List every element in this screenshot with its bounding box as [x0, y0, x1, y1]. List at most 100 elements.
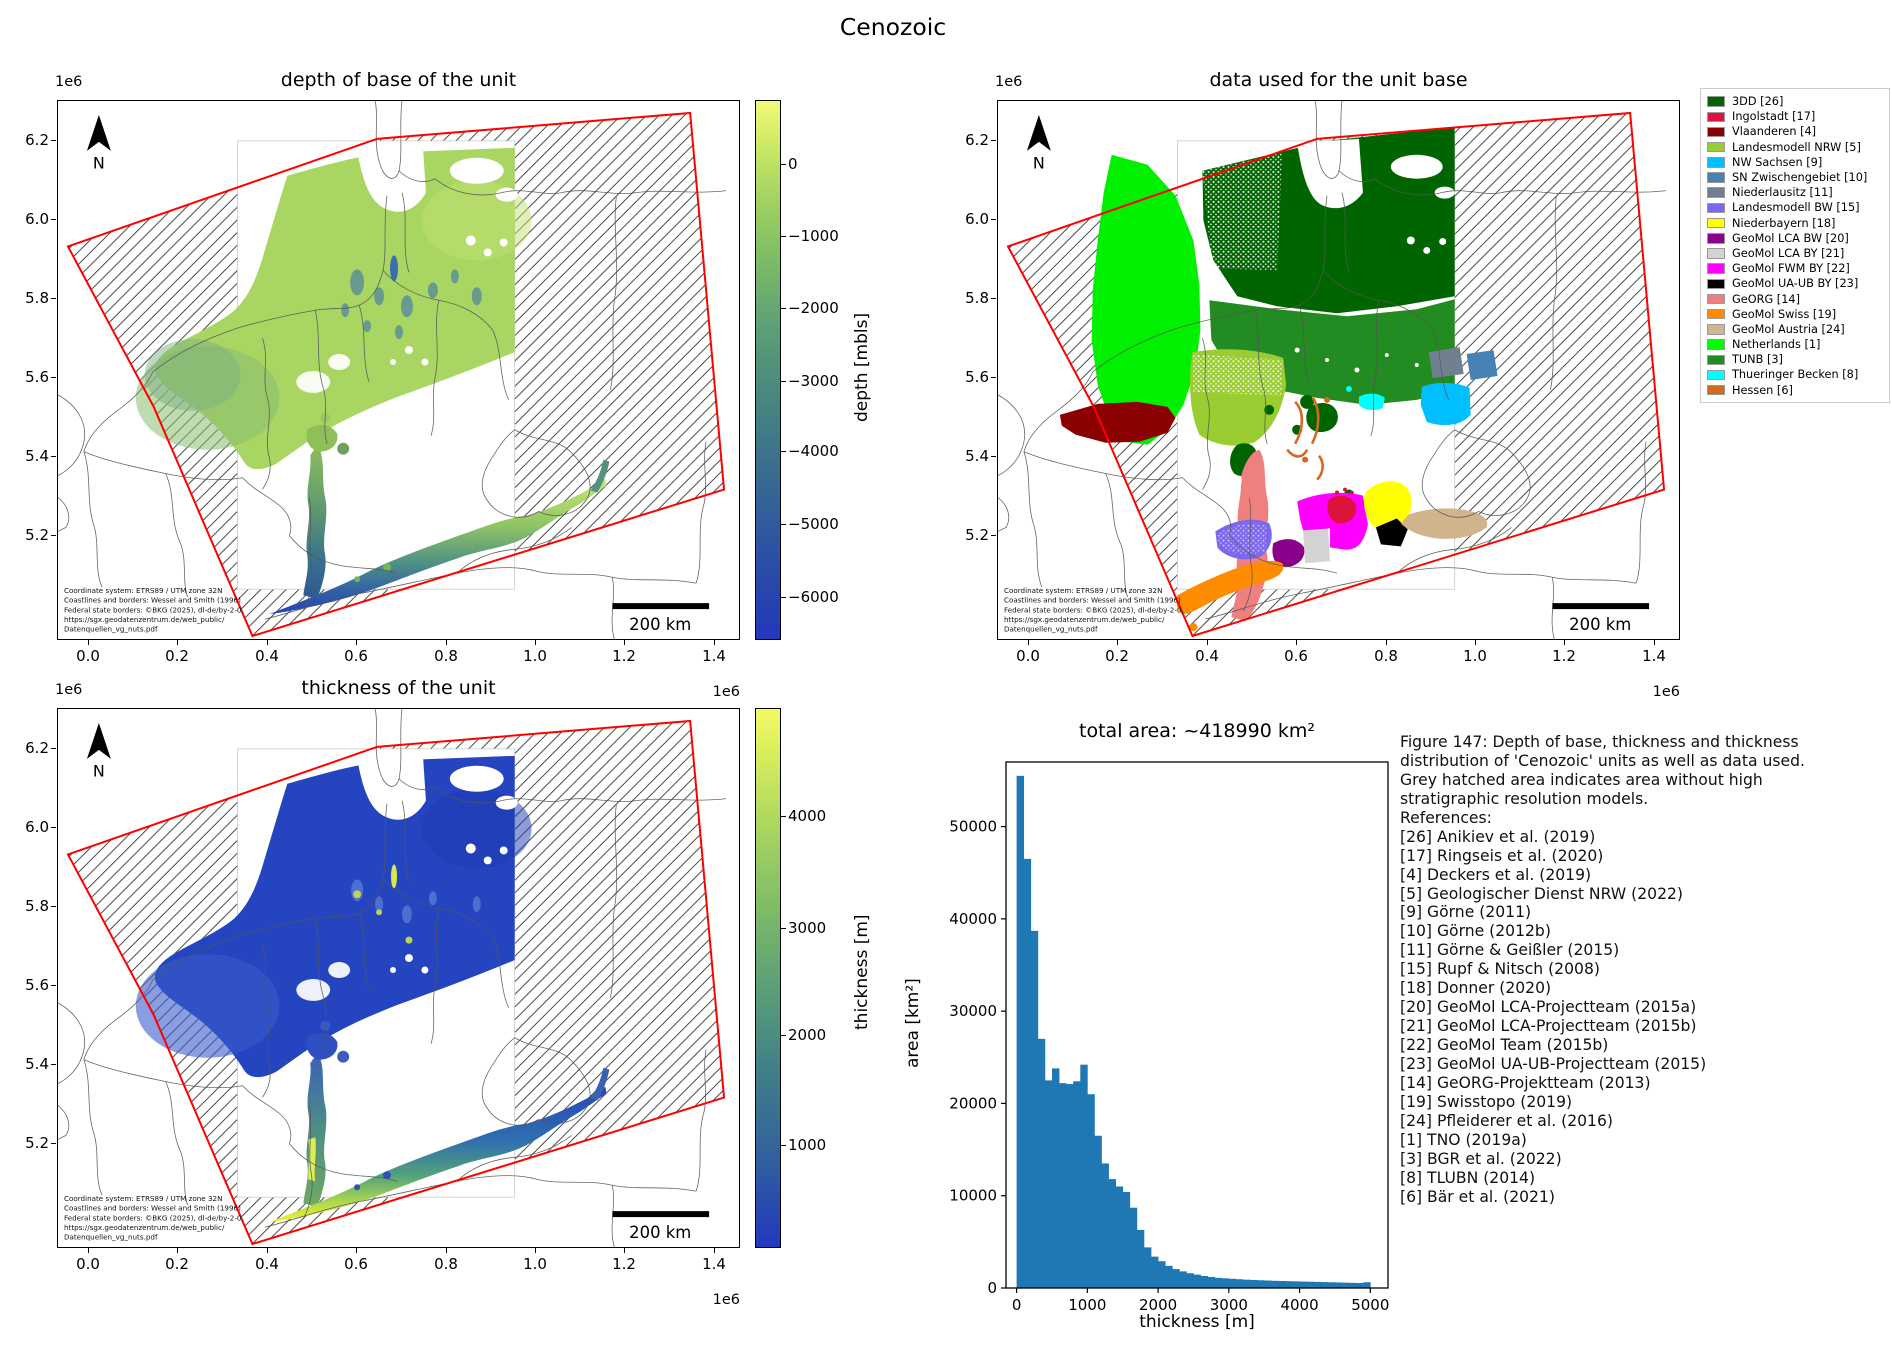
axis-tick-label: 0.2: [1105, 647, 1129, 665]
axis-tick-label: 0.2: [165, 647, 189, 665]
legend-swatch: [1707, 369, 1725, 381]
legend-item: GeoMol Swiss [19]: [1707, 307, 1883, 322]
legend-label: Niederbayern [18]: [1732, 216, 1836, 230]
axis-tick-mark: [991, 219, 996, 221]
legend-label: SN Zwischengebiet [10]: [1732, 171, 1868, 185]
legend-item: GeoMol LCA BY [21]: [1707, 246, 1883, 261]
histogram-bar: [1327, 1282, 1336, 1288]
depth-map-canvas: Coordinate system: ETRS89 / UTM zone 32N…: [57, 100, 740, 640]
histogram-bar: [1221, 1278, 1230, 1288]
histogram-bars: [1016, 775, 1371, 1288]
x-offset-label: 1e6: [1652, 684, 1680, 700]
axis-tick-label: 5.8: [25, 289, 49, 307]
region-geomol-austria: [1400, 508, 1488, 539]
histogram-bar: [1313, 1281, 1322, 1288]
svg-text:Coordinate system: ETRS89 / UT: Coordinate system: ETRS89 / UTM zone 32N: [64, 586, 222, 595]
axis-tick-label: 10000: [949, 1187, 997, 1205]
axis-tick-mark: [991, 456, 996, 458]
svg-text:Coordinate system: ETRS89 / UT: Coordinate system: ETRS89 / UTM zone 32N: [1004, 586, 1162, 595]
histogram-bar: [1299, 1281, 1307, 1288]
svg-text:https://sgx.geodatenzentrum.de: https://sgx.geodatenzentrum.de/web_publi…: [64, 615, 225, 624]
legend-label: Vlaanderen [4]: [1732, 125, 1817, 139]
scale-bar: 200 km: [612, 603, 710, 634]
axis-tick-mark: [177, 1248, 179, 1253]
axis-tick-mark: [51, 456, 56, 458]
north-arrow: N: [1026, 114, 1051, 173]
histogram-bar: [1151, 1256, 1159, 1288]
caption-line: [6] Bär et al. (2021): [1400, 1187, 1555, 1206]
legend-item: TUNB [3]: [1707, 352, 1883, 367]
histogram-bar: [1172, 1269, 1180, 1288]
axis-tick-label: 0.4: [255, 1255, 279, 1273]
histogram-bar: [1228, 1278, 1237, 1288]
legend-item: Landesmodell BW [15]: [1707, 200, 1883, 215]
histogram-bar: [1129, 1207, 1138, 1288]
axis-tick-label: 1.0: [523, 647, 547, 665]
country-borders: [58, 709, 727, 1247]
caption-line: [3] BGR et al. (2022): [1400, 1149, 1562, 1168]
country-borders: [58, 101, 727, 639]
histogram-bar: [1342, 1282, 1350, 1288]
region-geomol-ua-ub-by: [1375, 518, 1408, 547]
histogram-bar: [1094, 1135, 1102, 1288]
svg-text:N: N: [93, 762, 105, 781]
axis-tick-mark: [51, 906, 56, 908]
histogram-bar: [1363, 1282, 1371, 1288]
colorbar-tick-mark: [781, 928, 786, 930]
axis-tick-mark: [51, 377, 56, 379]
data-used-regions: [1059, 126, 1498, 632]
axis-tick-label: 0.0: [1016, 647, 1040, 665]
caption-line: [4] Deckers et al. (2019): [1400, 865, 1592, 884]
histogram-bar: [1023, 858, 1032, 1288]
legend-item: Vlaanderen [4]: [1707, 124, 1883, 139]
histogram-bar: [1016, 775, 1025, 1288]
histogram-bar: [1101, 1163, 1109, 1288]
caption-line: [22] GeoMol Team (2015b): [1400, 1036, 1609, 1054]
axis-tick-label: 4000: [1280, 1296, 1318, 1314]
caption-line: [11] Görne & Geißler (2015): [1400, 941, 1620, 960]
legend-swatch: [1707, 126, 1725, 138]
legend-label: Niederlausitz [11]: [1732, 186, 1833, 200]
histogram-bar: [1030, 930, 1039, 1288]
axis-tick-label: 0.0: [76, 647, 100, 665]
colorbar-tick-mark: [781, 1145, 786, 1147]
legend-label: Hessen [6]: [1732, 383, 1793, 397]
caption-line: [24] Pfleiderer et al. (2016): [1400, 1111, 1613, 1130]
histogram-bar: [1242, 1279, 1251, 1288]
legend-item: GeORG [14]: [1707, 291, 1883, 306]
y-offset-label: 1e6: [55, 74, 83, 90]
legend-label: GeoMol Swiss [19]: [1732, 307, 1837, 321]
axis-tick-mark: [624, 640, 626, 645]
axis-tick-label: 5.4: [965, 447, 989, 465]
axis-tick-mark: [51, 219, 56, 221]
region-vlaanderen: [1059, 401, 1176, 443]
legend-label: GeoMol LCA BW [20]: [1732, 231, 1849, 245]
region-netherlands: [1091, 154, 1201, 445]
caption-line: [9] Görne (2011): [1400, 903, 1532, 922]
legend-item: 3DD [26]: [1707, 94, 1883, 109]
legend-item: Ingolstadt [17]: [1707, 109, 1883, 124]
axis-tick-label: 1000: [1068, 1296, 1106, 1314]
axis-tick-mark: [1028, 640, 1030, 645]
region-geomol-lca-bw: [1272, 539, 1305, 568]
legend-label: TUNB [3]: [1732, 353, 1783, 367]
axis-tick-label: 0.2: [165, 1255, 189, 1273]
colorbar-tick-label: −4000: [788, 442, 839, 460]
thickness-histogram: 0 1000 2000 3000 4000 50000100002000030000400…: [949, 761, 1389, 1314]
axis-tick-label: 40000: [949, 910, 997, 928]
histogram-bar: [1037, 1038, 1046, 1288]
axis-tick-mark: [624, 1248, 626, 1253]
region-sn-zwischengebiet: [1466, 350, 1498, 380]
axis-tick-label: 6.0: [25, 818, 49, 836]
svg-text:Datenquellen_vg_nuts.pdf: Datenquellen_vg_nuts.pdf: [64, 1232, 158, 1241]
axis-tick-mark: [51, 140, 56, 142]
colorbar-tick-label: −5000: [788, 515, 839, 533]
histogram-bar: [1080, 1064, 1088, 1288]
axis-tick-label: 0.8: [434, 1255, 458, 1273]
country-borders: [998, 101, 1667, 639]
legend-label: GeoMol UA-UB BY [23]: [1732, 277, 1859, 291]
axis-tick-label: 0.8: [434, 647, 458, 665]
figure-caption: Figure 147: Depth of base, thickness and…: [1400, 733, 1892, 1206]
legend-swatch: [1707, 278, 1725, 290]
svg-text:200 km: 200 km: [1569, 615, 1631, 634]
